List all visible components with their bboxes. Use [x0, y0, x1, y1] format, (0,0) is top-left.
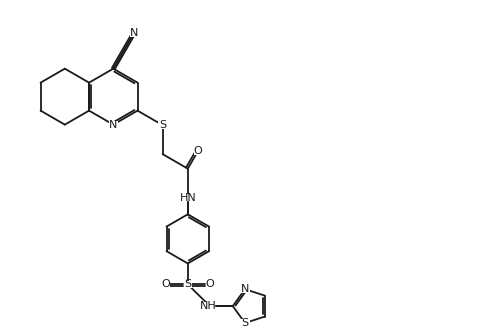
Text: S: S [159, 120, 166, 130]
Text: O: O [193, 146, 202, 156]
Text: HN: HN [179, 193, 196, 203]
Text: S: S [184, 279, 191, 290]
Bar [184, 281, 192, 288]
Bar [181, 194, 194, 202]
Text: N: N [241, 284, 249, 294]
Bar [202, 302, 215, 310]
Bar [130, 30, 138, 37]
Bar [108, 121, 118, 128]
Text: N: N [109, 120, 118, 129]
Bar [240, 286, 250, 293]
Text: N: N [130, 28, 138, 38]
Text: S: S [242, 318, 248, 328]
Text: O: O [162, 279, 171, 290]
Bar [194, 147, 202, 155]
Text: O: O [205, 279, 214, 290]
Bar [158, 122, 168, 129]
Text: NH: NH [200, 301, 216, 311]
Bar [162, 281, 170, 288]
Bar [240, 319, 250, 327]
Bar [206, 281, 213, 288]
